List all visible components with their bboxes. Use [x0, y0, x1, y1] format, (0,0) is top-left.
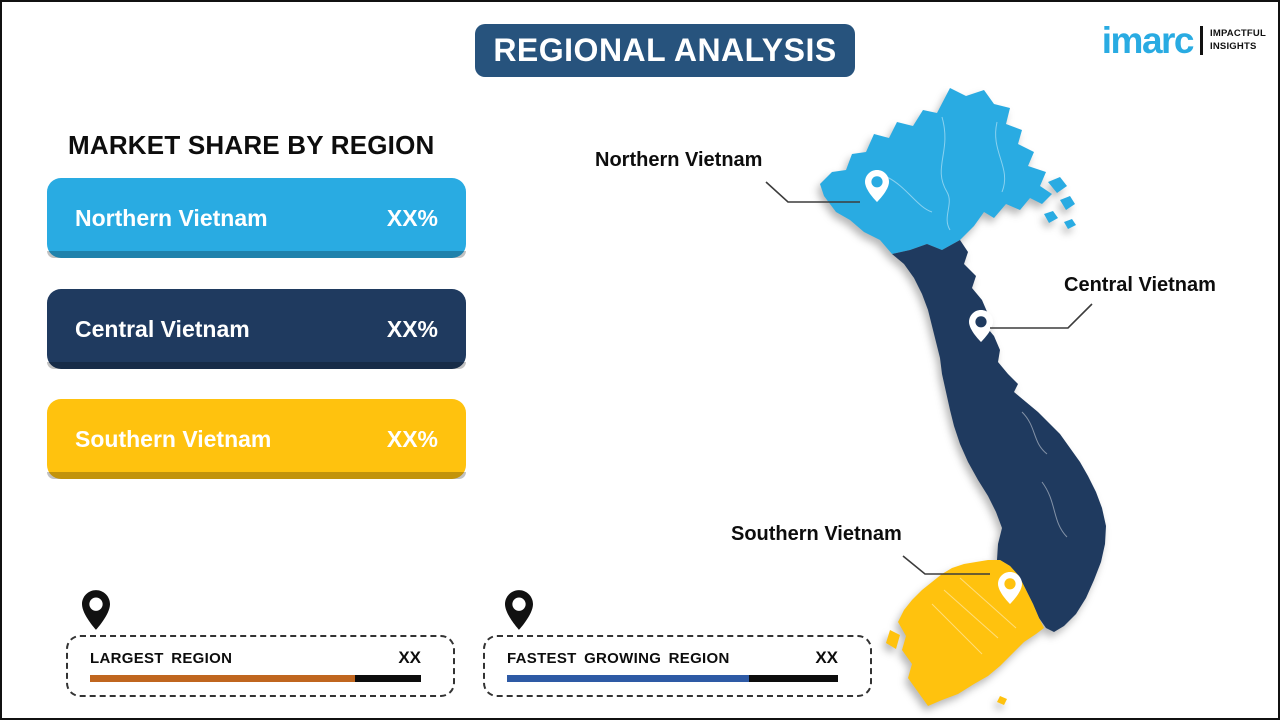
legend-card-fastest-growing-region: FASTEST GROWING REGION XX: [483, 635, 872, 697]
map-island-phu-quoc: [886, 630, 1007, 705]
share-bar-label: Northern Vietnam: [75, 204, 268, 231]
legend-progress-fill: [507, 675, 749, 682]
legend-label: FASTEST GROWING REGION: [507, 650, 730, 667]
legend-card-largest-region: LARGEST REGION XX: [66, 635, 455, 697]
map-label-northern: Northern Vietnam: [595, 149, 763, 171]
share-bar-value: XX%: [386, 425, 438, 452]
imarc-logo: imarc IMPACTFUL INSIGHTS: [1101, 20, 1266, 61]
legend-progress-bar: [90, 675, 421, 682]
pin-hole: [1004, 578, 1016, 590]
map-region-northern: [820, 88, 1052, 254]
pin-glyph: [82, 590, 110, 630]
logo-tagline-line2: INSIGHTS: [1210, 40, 1257, 52]
pin-hole: [871, 176, 883, 188]
legend-row: FASTEST GROWING REGION XX: [507, 648, 838, 668]
page-title: REGIONAL ANALYSIS: [475, 24, 855, 77]
location-pin-icon: [82, 590, 110, 630]
map-pin-southern: [998, 572, 1022, 604]
river-lines-north: [886, 116, 1006, 231]
bar-shade: [47, 251, 466, 258]
legend-progress-bar: [507, 675, 838, 682]
logo-tagline: IMPACTFUL INSIGHTS: [1210, 28, 1266, 53]
bar-shade: [47, 362, 466, 369]
location-pin-icon: [505, 590, 533, 630]
map-label-southern: Southern Vietnam: [731, 523, 902, 545]
legend-row: LARGEST REGION XX: [90, 648, 421, 668]
share-bar-central: Central Vietnam XX%: [47, 289, 466, 369]
logo-divider: [1200, 26, 1204, 56]
legend-label: LARGEST REGION: [90, 650, 233, 667]
share-bar-value: XX%: [386, 204, 438, 231]
river-lines-central: [1021, 411, 1068, 538]
pin-glyph: [505, 590, 533, 630]
map-label-central: Central Vietnam: [1064, 274, 1216, 296]
map-islands-north: [1044, 177, 1076, 229]
market-share-heading: MARKET SHARE BY REGION: [68, 130, 435, 160]
share-bar-label: Central Vietnam: [75, 315, 250, 342]
logo-tagline-line1: IMPACTFUL: [1210, 28, 1266, 40]
pin-hole: [975, 316, 987, 328]
share-bar-value: XX%: [386, 315, 438, 342]
share-bar-northern: Northern Vietnam XX%: [47, 178, 466, 258]
bar-shade: [47, 472, 466, 479]
map-pin-central: [969, 310, 993, 342]
share-bar-southern: Southern Vietnam XX%: [47, 399, 466, 479]
legend-value: XX: [815, 648, 838, 667]
imarc-brand-text: imarc: [1101, 20, 1195, 61]
legend-value: XX: [398, 648, 421, 667]
vietnam-map: [820, 88, 1106, 706]
share-bar-label: Southern Vietnam: [75, 425, 272, 452]
map-region-central: [892, 240, 1106, 632]
legend-progress-fill: [90, 675, 355, 682]
map-pin-northern: [865, 170, 889, 202]
delta-channel-lines: [931, 577, 1017, 655]
